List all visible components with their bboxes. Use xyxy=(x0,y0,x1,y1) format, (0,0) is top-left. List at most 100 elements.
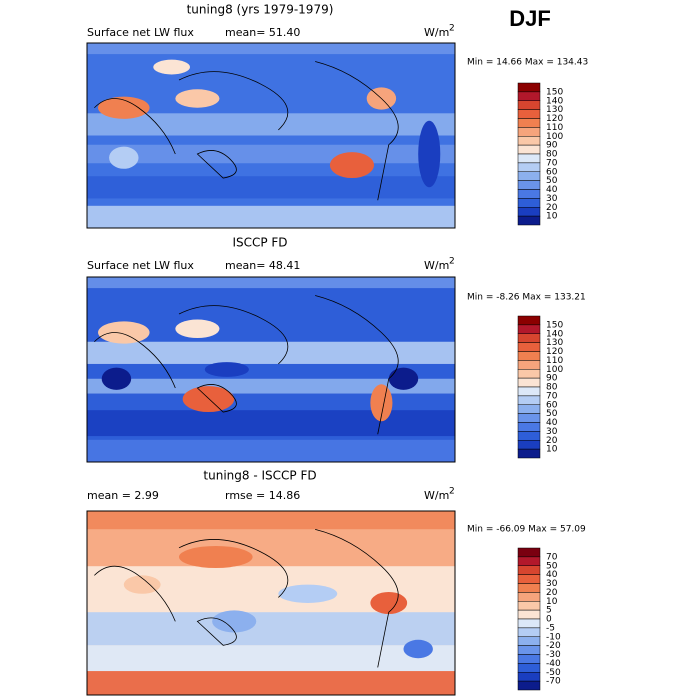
colorbar-box xyxy=(517,601,541,611)
map-region xyxy=(153,59,191,75)
map-band xyxy=(87,410,455,437)
colorbar-label: -40 xyxy=(546,659,561,669)
colorbar-box xyxy=(517,144,541,155)
colorbar-box xyxy=(517,663,541,673)
colorbar-box xyxy=(517,654,541,664)
map-band xyxy=(87,176,455,199)
map-band xyxy=(87,529,455,567)
colorbar-box xyxy=(517,342,541,352)
colorbar-label: -20 xyxy=(546,641,561,651)
colorbar-box xyxy=(517,333,541,343)
colorbar-label: 20 xyxy=(546,588,558,598)
left-label: mean = 2.99 xyxy=(87,489,159,502)
colorbar-label: 140 xyxy=(546,329,563,339)
colorbar-box xyxy=(517,180,541,190)
colorbar-label: 120 xyxy=(546,114,563,124)
coastline xyxy=(94,61,399,201)
stat-label: rmse = 14.86 xyxy=(225,489,300,502)
map-region xyxy=(278,584,338,603)
colorbar-label: 10 xyxy=(546,212,558,222)
colorbar-box xyxy=(517,153,541,164)
map xyxy=(87,511,455,695)
colorbar-box xyxy=(517,351,541,361)
map-frame xyxy=(86,42,456,229)
colorbar-box xyxy=(517,574,541,584)
units: W/m xyxy=(424,489,449,502)
colorbar-label: 0 xyxy=(546,615,552,625)
units: W/m xyxy=(424,259,449,272)
colorbar-label: 60 xyxy=(546,167,558,177)
map-region xyxy=(123,575,161,594)
colorbar-box xyxy=(517,324,541,334)
map-band xyxy=(87,43,455,55)
colorbar-box xyxy=(517,369,541,379)
map-region xyxy=(370,591,408,615)
colorbar-label: 60 xyxy=(546,400,558,410)
colorbar-label: 80 xyxy=(546,150,558,160)
colorbar-box xyxy=(517,422,541,432)
colorbar-box xyxy=(517,547,541,558)
coastline xyxy=(94,529,399,668)
map xyxy=(87,277,455,462)
map-band xyxy=(87,205,455,228)
map-region xyxy=(101,367,132,390)
colorbar-box xyxy=(517,448,541,459)
map-band xyxy=(87,277,455,289)
colorbar-label: 40 xyxy=(546,418,558,428)
map-band xyxy=(87,612,455,646)
map-region xyxy=(175,89,220,108)
colorbar-label: 110 xyxy=(546,123,563,133)
panel-title: tuning8 (yrs 1979-1979) xyxy=(187,3,334,17)
colorbar-box xyxy=(517,189,541,199)
min-max: Min = -66.09 Max = 57.09 xyxy=(467,525,586,535)
colorbar-label: 5 xyxy=(546,606,552,616)
colorbar-label: 110 xyxy=(546,356,563,366)
map-band xyxy=(87,645,455,672)
colorbar-box xyxy=(517,82,541,93)
colorbar-label: -50 xyxy=(546,668,561,678)
map-band xyxy=(87,439,455,462)
colorbar-label: 50 xyxy=(546,409,558,419)
colorbar-box xyxy=(517,672,541,682)
colorbar-box xyxy=(517,618,541,629)
units-exponent: 2 xyxy=(449,24,455,34)
min-max: Min = -8.26 Max = 133.21 xyxy=(467,293,586,303)
season-label: DJF xyxy=(509,6,551,31)
map-region xyxy=(179,545,253,569)
colorbar-label: 90 xyxy=(546,141,558,151)
map-band xyxy=(87,341,455,364)
map-frame xyxy=(86,276,456,463)
colorbar-box xyxy=(517,609,541,620)
colorbar-box xyxy=(517,100,541,110)
colorbar-box xyxy=(517,198,541,208)
colorbar-box xyxy=(517,583,541,593)
map-band xyxy=(87,511,455,530)
colorbar-box xyxy=(517,395,541,405)
colorbar-label: 20 xyxy=(546,203,558,213)
colorbar-label: 90 xyxy=(546,374,558,384)
colorbar-label: 30 xyxy=(546,427,558,437)
colorbar-box xyxy=(517,413,541,423)
colorbar-box xyxy=(517,680,541,691)
map xyxy=(87,43,455,228)
panel-title: ISCCP FD xyxy=(232,236,287,250)
colorbar-label: 150 xyxy=(546,320,563,330)
left-label: Surface net LW flux xyxy=(87,259,194,272)
colorbar-label: 80 xyxy=(546,383,558,393)
map-region xyxy=(418,120,441,188)
colorbar-label: 30 xyxy=(546,579,558,589)
colorbar-label: 30 xyxy=(546,194,558,204)
colorbar-box xyxy=(517,636,541,646)
units: W/m xyxy=(424,26,449,39)
map-region xyxy=(98,96,150,119)
units-exponent: 2 xyxy=(449,487,455,497)
map-region xyxy=(175,319,220,339)
map-band xyxy=(87,671,455,695)
colorbar-box xyxy=(517,404,541,414)
colorbar-box xyxy=(517,162,541,172)
map-region xyxy=(388,367,419,390)
map-region xyxy=(182,386,235,413)
colorbar-label: 10 xyxy=(546,445,558,455)
colorbar-box xyxy=(517,556,541,566)
